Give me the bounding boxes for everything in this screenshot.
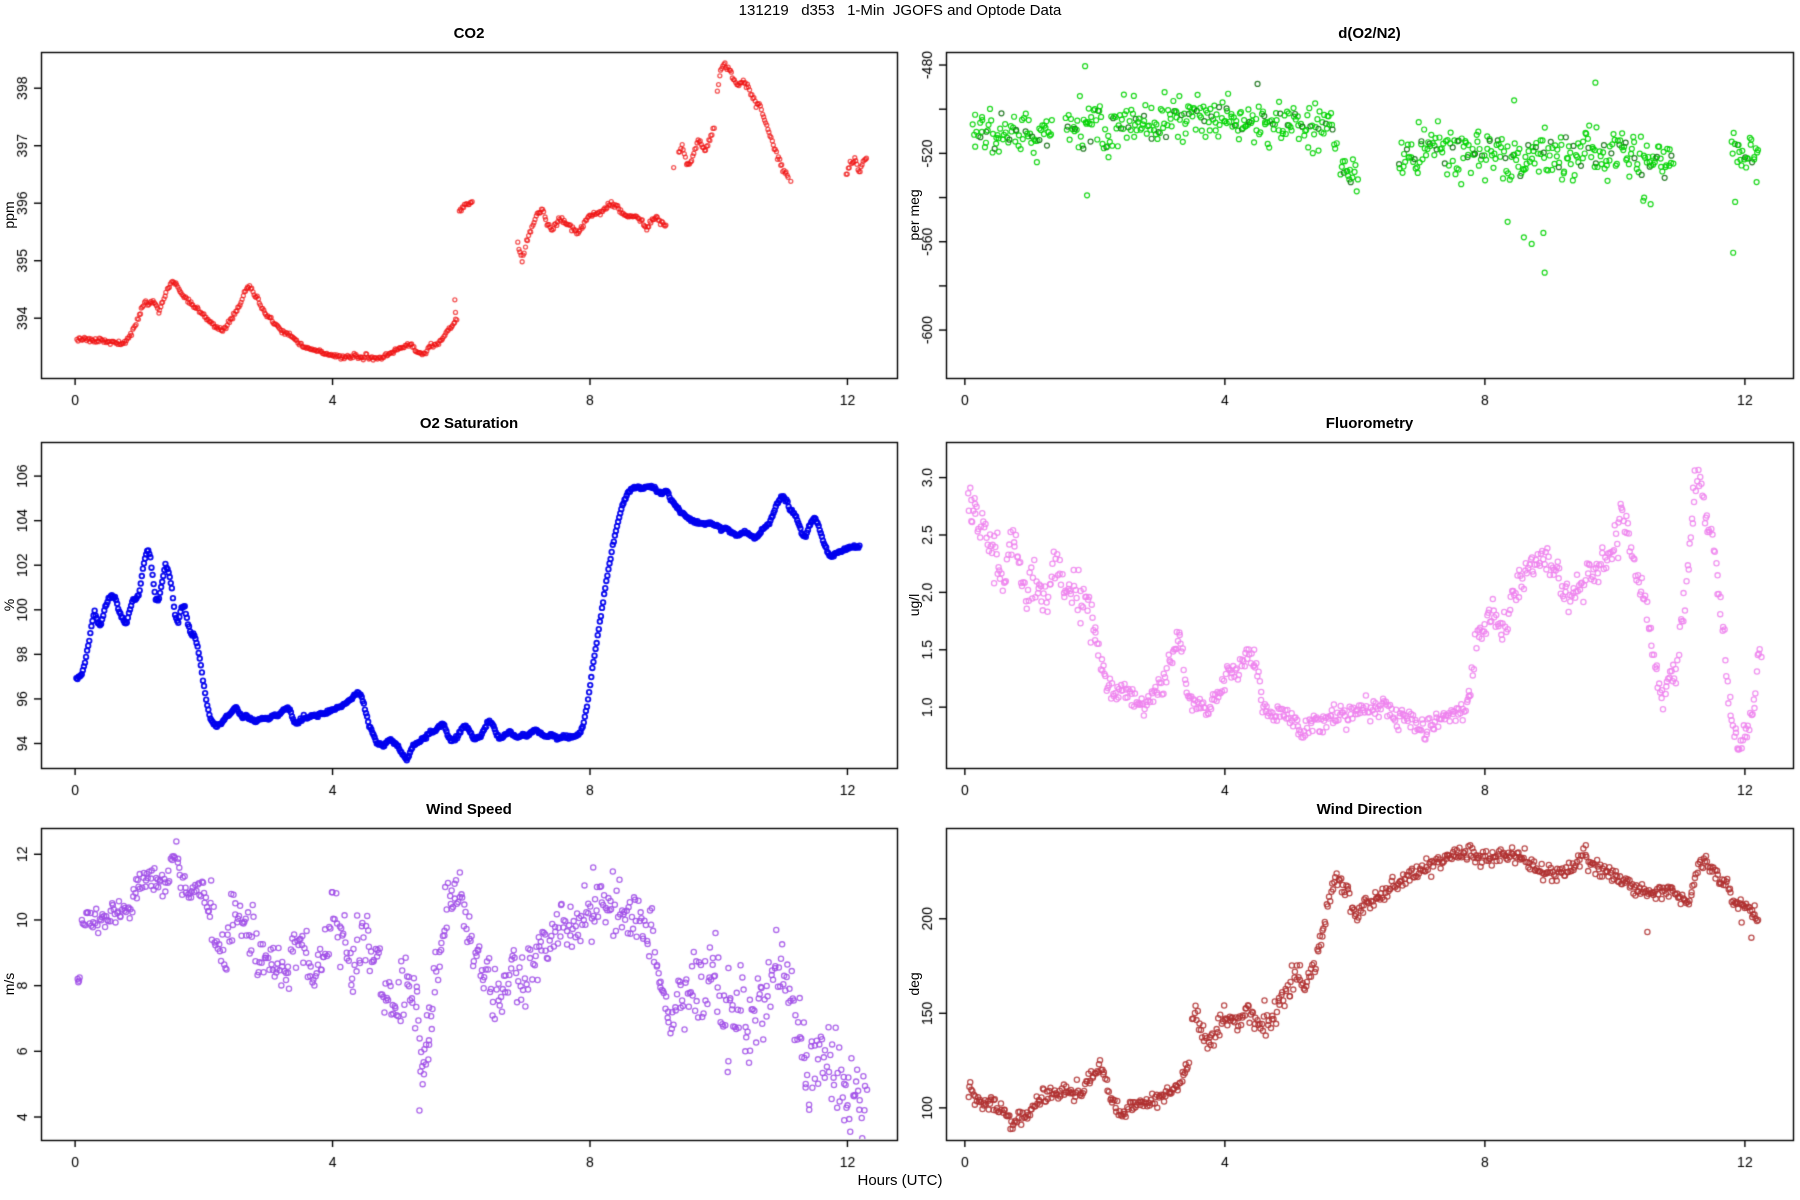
- panel-title-co2: CO2: [453, 25, 485, 42]
- panel-title-wind-speed: Wind Speed: [426, 801, 512, 818]
- y-axis-label-percent: %: [1, 598, 17, 612]
- y-axis-label-ugl: ug/l: [906, 593, 922, 617]
- y-axis-label-ms: m/s: [1, 972, 17, 996]
- panel-title-do2n2: d(O2/N2): [1338, 25, 1401, 42]
- x-axis-label-hours-utc: Hours (UTC): [857, 1172, 943, 1189]
- panel-title-fluorometry: Fluorometry: [1325, 415, 1414, 432]
- y-axis-label-ppm: ppm: [1, 201, 17, 229]
- y-axis-label-deg: deg: [906, 972, 922, 996]
- panel-title-o2-saturation: O2 Saturation: [419, 415, 519, 432]
- panel-title-wind-direction: Wind Direction: [1316, 801, 1423, 818]
- y-axis-label-per-meg: per meg: [906, 189, 922, 241]
- main-title: 131219 d353 1-Min JGOFS and Optode Data: [738, 2, 1062, 19]
